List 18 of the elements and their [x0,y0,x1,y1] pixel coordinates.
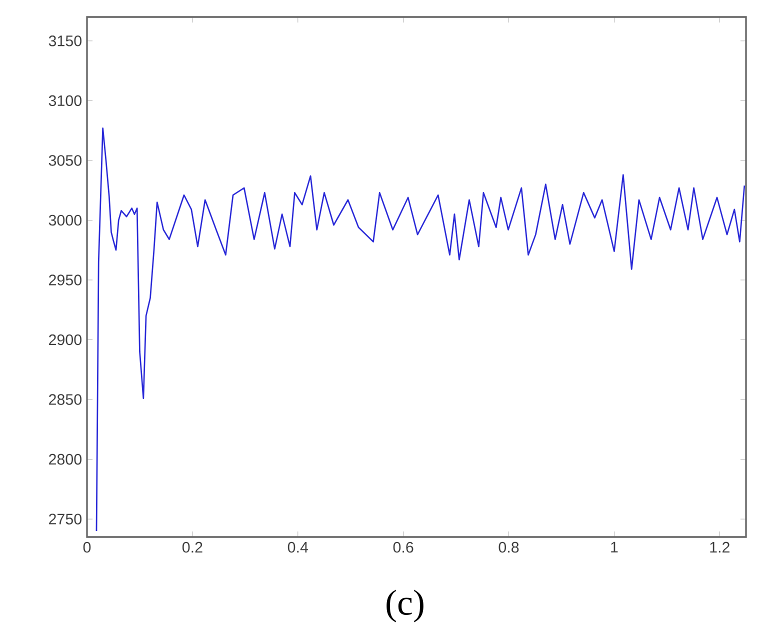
text: (c) [386,590,424,622]
y-tick-label: 2800 [49,454,82,465]
x-tick-label: 0.6 [393,542,414,553]
y-tick-label: 2750 [49,514,82,524]
line-series [96,127,746,532]
x-tick-label: 1 [611,542,618,552]
x-tick-label: 0 [83,542,91,553]
x-tick-label: 1.2 [710,542,730,553]
x-tick-label: 0.2 [182,542,202,553]
x-tick-label: 0.4 [288,542,308,553]
y-tick-label: 3150 [48,36,82,46]
y-tick-label: 2950 [49,274,82,286]
y-tick-label: 2900 [49,334,82,346]
y-tick-label: 3050 [48,155,82,166]
y-tick-label: 2850 [49,394,82,405]
y-tick-label: 3100 [48,95,82,106]
y-tick-label: 3000 [48,214,82,226]
x-tick-label: 0.8 [498,542,519,553]
